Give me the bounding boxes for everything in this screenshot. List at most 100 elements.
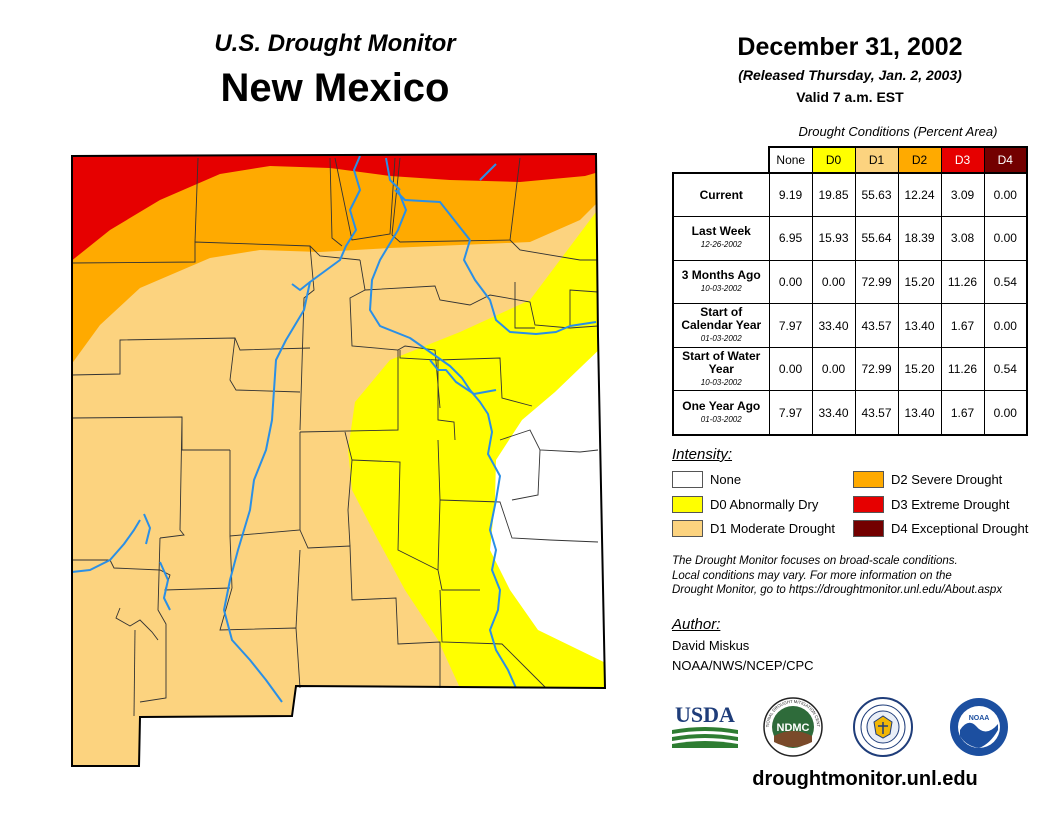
legend-label: D4 Exceptional Drought	[891, 520, 1029, 536]
legend-item-d4: D4 Exceptional Drought	[853, 519, 1028, 537]
drought-stats-table: None D0 D1 D2 D3 D4 Current 9.19 19.85 55.6…	[672, 146, 1028, 436]
legend-swatch	[672, 519, 703, 537]
table-cell: 33.40	[811, 390, 856, 436]
legend-swatch	[672, 470, 703, 488]
table-cell: 55.63	[854, 172, 899, 218]
column-header: D1	[854, 146, 899, 174]
author-name: David Miskus	[672, 638, 750, 653]
note-line: The Drought Monitor focuses on broad-sca…	[672, 555, 958, 567]
new-mexico-drought-map	[71, 152, 607, 767]
row-date: 10-03-2002	[700, 377, 742, 387]
table-cell: 13.40	[897, 303, 942, 348]
table-cell: 0.00	[811, 259, 856, 305]
table-header-row: None D0 D1 D2 D3 D4	[673, 146, 1028, 174]
table-cell: 7.97	[768, 303, 813, 348]
d2-region	[72, 154, 605, 380]
note-line: Drought Monitor, go to https://droughtmo…	[672, 584, 1003, 596]
legend-swatch	[853, 519, 884, 537]
table-cell: 0.00	[983, 390, 1028, 436]
row-date: 12-26-2002	[700, 240, 742, 250]
valid-time: Valid 7 a.m. EST	[796, 89, 904, 105]
legend-item-d0: D0 Abnormally Dry	[672, 495, 818, 513]
county-boundaries	[71, 157, 599, 717]
row-date: 01-03-2002	[700, 334, 742, 344]
row-label: Last Week 12-26-2002	[672, 216, 770, 261]
table-cell: 19.85	[811, 172, 856, 218]
legend-label: D1 Moderate Drought	[710, 520, 836, 536]
row-label: 3 Months Ago 10-03-2002	[672, 259, 770, 305]
usda-logo-text: USDA	[675, 702, 735, 727]
row-label-text: One Year Ago	[682, 398, 761, 413]
legend-label: None	[710, 471, 742, 487]
table-caption: Drought Conditions (Percent Area)	[798, 124, 998, 139]
table-cell: 13.40	[897, 390, 942, 436]
usda-logo: USDA	[672, 702, 738, 748]
legend-swatch	[853, 470, 884, 488]
column-header: D3	[940, 146, 985, 174]
row-date: 01-03-2002	[700, 414, 742, 424]
table-row: 3 Months Ago 10-03-2002 0.00 0.00 72.99 15.20…	[672, 259, 1028, 305]
table-row: Start of Water Year 10-03-2002 0.00 0.00 72.…	[672, 346, 1028, 392]
legend-label: D0 Abnormally Dry	[710, 496, 819, 512]
table-cell: 1.67	[940, 390, 985, 436]
table-cell: 0.00	[983, 172, 1028, 218]
row-date: 10-03-2002	[700, 283, 742, 293]
table-cell: 43.57	[854, 303, 899, 348]
table-cell: 0.00	[983, 303, 1028, 348]
table-cell: 43.57	[854, 390, 899, 436]
row-label-text: Start of Water Year	[682, 348, 761, 376]
column-header: None	[768, 146, 813, 174]
legend-item-d2: D2 Severe Drought	[853, 470, 1002, 488]
table-cell: 15.20	[897, 346, 942, 392]
table-cell: 11.26	[940, 346, 985, 392]
table-cell: 11.26	[940, 259, 985, 305]
website-url[interactable]: droughtmonitor.unl.edu	[752, 768, 978, 790]
column-header: D0	[811, 146, 856, 174]
ndmc-logo: NDMC NATIONAL DROUGHT MITIGATION CENTER	[760, 696, 823, 757]
row-label: Start of Calendar Year 01-03-2002	[672, 303, 770, 348]
rivers	[71, 155, 597, 703]
row-label-text: Last Week	[691, 224, 751, 239]
row-label-text: Start of Calendar Year	[681, 305, 762, 333]
no-drought-region	[490, 344, 605, 670]
legend-item-d1: D1 Moderate Drought	[672, 519, 835, 537]
table-cell: 18.39	[897, 216, 942, 261]
noaa-logo: NOAA	[950, 698, 1008, 756]
row-label: Start of Water Year 10-03-2002	[672, 346, 770, 392]
author-org: NOAA/NWS/NCEP/CPC	[672, 658, 814, 673]
table-cell: 1.67	[940, 303, 985, 348]
table-cell: 3.09	[940, 172, 985, 218]
release-date: (Released Thursday, Jan. 2, 2003)	[738, 67, 962, 83]
map-date: December 31, 2002	[737, 33, 963, 61]
author-title: Author:	[672, 616, 721, 633]
legend-swatch	[853, 495, 884, 513]
legend-label: D3 Extreme Drought	[891, 496, 1010, 512]
table-cell: 0.54	[983, 346, 1028, 392]
table-row: One Year Ago 01-03-2002 7.97 33.40 43.57 13.4…	[672, 390, 1028, 436]
header-corner	[673, 147, 770, 173]
table-cell: 9.19	[768, 172, 813, 218]
table-cell: 0.00	[811, 346, 856, 392]
row-label: One Year Ago 01-03-2002	[672, 390, 770, 436]
legend-item-none: None	[672, 470, 741, 488]
table-cell: 6.95	[768, 216, 813, 261]
row-label-text: 3 Months Ago	[681, 267, 761, 282]
table-cell: 15.93	[811, 216, 856, 261]
table-cell: 0.00	[983, 216, 1028, 261]
note-line: Local conditions may vary. For more info…	[672, 569, 952, 582]
table-cell: 7.97	[768, 390, 813, 436]
table-cell: 0.00	[768, 346, 813, 392]
table-cell: 15.20	[897, 259, 942, 305]
column-header: D2	[897, 146, 942, 174]
legend-title: Intensity:	[672, 446, 733, 463]
table-cell: 0.54	[983, 259, 1028, 305]
table-row: Start of Calendar Year 01-03-2002 7.97 33.4…	[672, 303, 1028, 348]
legend-label: D2 Severe Drought	[891, 471, 1003, 487]
table-cell: 55.64	[854, 216, 899, 261]
table-row: Last Week 12-26-2002 6.95 15.93 55.64 18.39 3.…	[672, 216, 1028, 261]
map-subtitle: U.S. Drought Monitor	[214, 30, 456, 57]
table-row: Current 9.19 19.85 55.63 12.24 3.09 0.00	[672, 172, 1028, 218]
legend-swatch	[672, 495, 703, 513]
table-cell: 72.99	[854, 259, 899, 305]
row-label-text: Current	[699, 187, 743, 202]
